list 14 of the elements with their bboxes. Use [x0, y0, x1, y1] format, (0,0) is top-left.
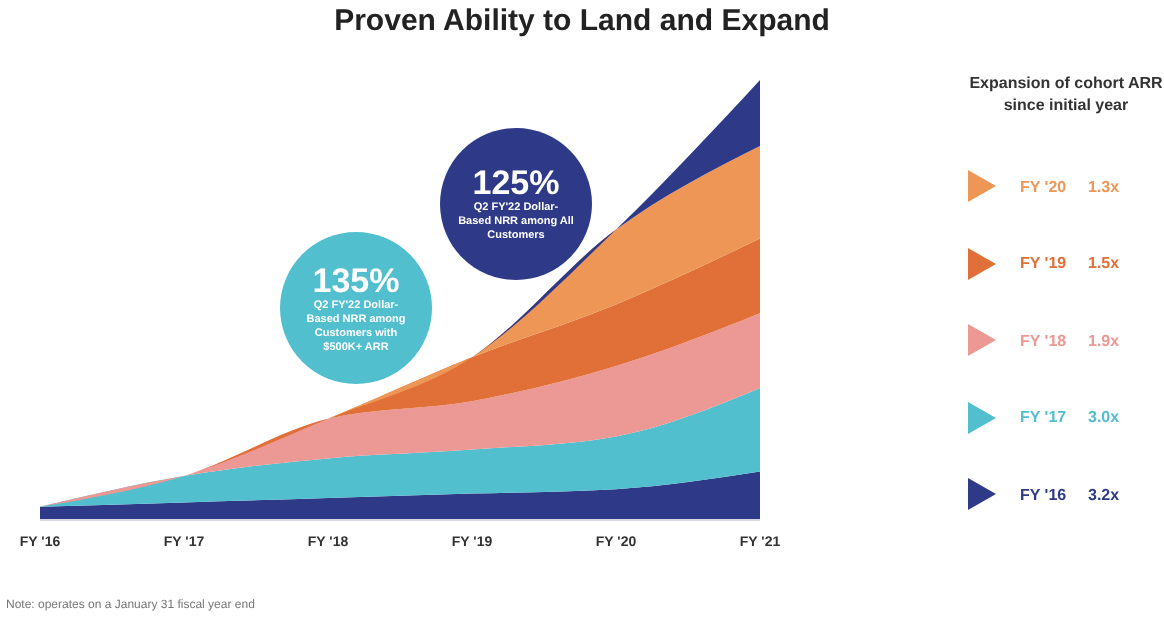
annotation: 135%: [312, 261, 400, 299]
legend-label: FY '16: [1020, 485, 1069, 504]
legend-label: FY '20: [1020, 177, 1069, 196]
text: 1.9x: [1088, 331, 1120, 350]
chart-title: Proven Ability to Land and Expand: [332, 4, 832, 38]
text: 3.2x: [1088, 485, 1120, 504]
annotation: 125%: [472, 164, 560, 202]
legend-label: FY '18: [1020, 331, 1069, 350]
text: 1.5x: [1088, 254, 1120, 273]
legend-title: Expansion of cohort ARR since initial year: [968, 72, 1164, 116]
legend-label: FY '17: [1020, 408, 1069, 427]
text: 1.3x: [1088, 177, 1120, 196]
legend-label: FY '19: [1020, 254, 1069, 273]
text: 3.0x: [1088, 408, 1120, 427]
